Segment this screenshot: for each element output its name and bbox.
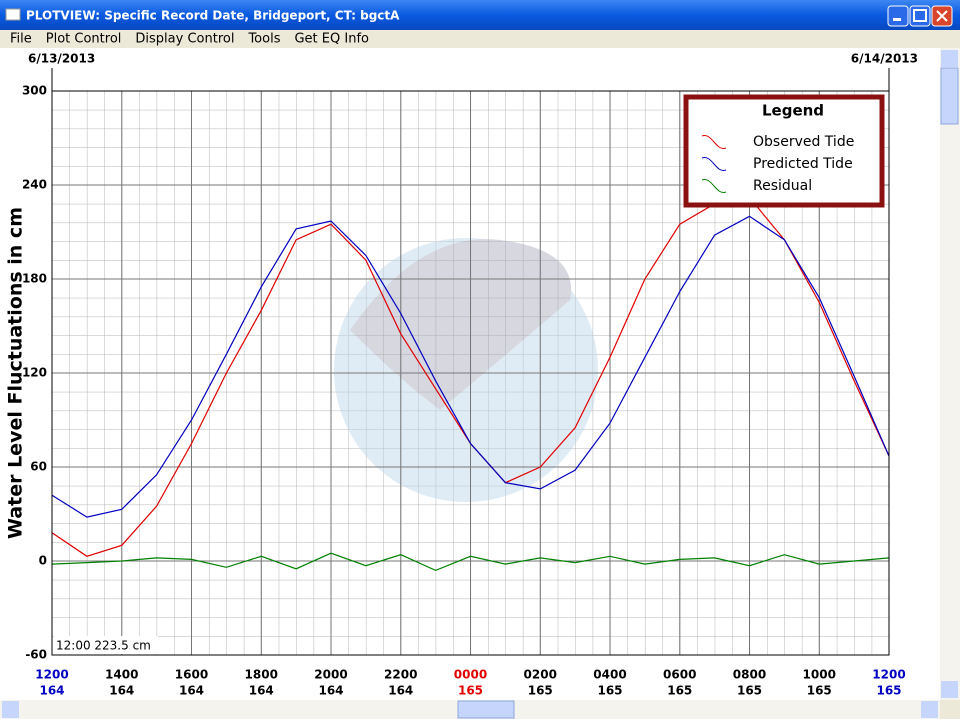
legend-label: Predicted Tide	[753, 156, 853, 172]
scroll-thumb-h[interactable]	[457, 700, 515, 719]
annotation: 12:00 223.5 cm	[56, 639, 151, 653]
window-title: PLOTVIEW: Specific Record Date, Bridgepo…	[26, 9, 400, 23]
watermark	[334, 238, 598, 502]
x-tick-day: 164	[388, 684, 413, 698]
x-tick-day: 164	[39, 684, 64, 698]
minimize-button[interactable]	[887, 5, 909, 27]
x-tick-label: 1200	[872, 668, 905, 682]
y-tick-label: -60	[25, 648, 47, 662]
vertical-scrollbar[interactable]	[940, 48, 960, 700]
close-icon	[936, 10, 948, 22]
x-tick-label: 1400	[105, 668, 138, 682]
x-tick-label: 1000	[803, 668, 836, 682]
x-tick-day: 165	[737, 684, 762, 698]
x-tick-label: 1600	[175, 668, 208, 682]
x-tick-day: 164	[179, 684, 204, 698]
maximize-icon	[913, 9, 927, 22]
legend-box	[683, 94, 885, 208]
menu-item[interactable]: Display Control	[135, 32, 234, 47]
x-tick-label: 0400	[593, 668, 626, 682]
x-tick-day: 165	[458, 684, 483, 698]
legend-label: Observed Tide	[753, 134, 854, 150]
x-tick-day: 164	[318, 684, 343, 698]
end-date: 6/14/2013	[851, 52, 918, 66]
plot-frame	[51, 90, 890, 656]
scroll-left[interactable]	[2, 701, 19, 718]
y-tick-label: 240	[22, 178, 47, 192]
y-axis-label: Water Level Fluctuations in cm	[5, 207, 27, 539]
x-tick-label: 2200	[384, 668, 417, 682]
y-tick-label: 0	[39, 554, 47, 568]
scroll-right[interactable]	[921, 701, 938, 718]
x-tick-day: 164	[109, 684, 134, 698]
legend-swatch	[701, 135, 727, 149]
x-tick-label: 0800	[733, 668, 766, 682]
y-tick-label: 300	[22, 84, 47, 98]
menu-bar	[0, 30, 960, 48]
y-tick-label: 60	[30, 460, 47, 474]
app-icon	[5, 8, 21, 21]
scroll-down[interactable]	[941, 681, 958, 698]
x-tick-day: 164	[249, 684, 274, 698]
menu-item[interactable]: File	[10, 32, 32, 47]
legend-swatch	[701, 157, 727, 171]
x-tick-label: 0200	[524, 668, 557, 682]
title-bar	[0, 0, 960, 30]
x-tick-day: 165	[807, 684, 832, 698]
menu-item[interactable]: Tools	[247, 32, 280, 47]
x-tick-day: 165	[528, 684, 553, 698]
menu-item[interactable]: Plot Control	[46, 32, 122, 47]
legend-label: Residual	[753, 178, 812, 194]
y-tick-label: 120	[22, 366, 47, 380]
x-tick-day: 165	[876, 684, 901, 698]
x-tick-label: 1200	[35, 668, 68, 682]
scroll-thumb[interactable]	[940, 67, 959, 125]
y-tick-label: 180	[22, 272, 47, 286]
series-line	[51, 215, 890, 518]
annotation-bg	[54, 636, 158, 654]
menu-item[interactable]: Get EQ Info	[294, 32, 369, 47]
start-date: 6/13/2013	[28, 52, 95, 66]
series-line	[51, 552, 890, 572]
legend-swatch	[701, 179, 727, 193]
x-tick-label: 0600	[663, 668, 696, 682]
x-tick-day: 165	[667, 684, 692, 698]
minimize-icon	[893, 18, 901, 21]
legend-title: Legend	[762, 102, 824, 120]
x-tick-label: 1800	[245, 668, 278, 682]
scroll-up[interactable]	[941, 50, 958, 67]
x-tick-label: 0000	[454, 668, 487, 682]
x-tick-label: 2000	[314, 668, 347, 682]
x-tick-day: 165	[597, 684, 622, 698]
